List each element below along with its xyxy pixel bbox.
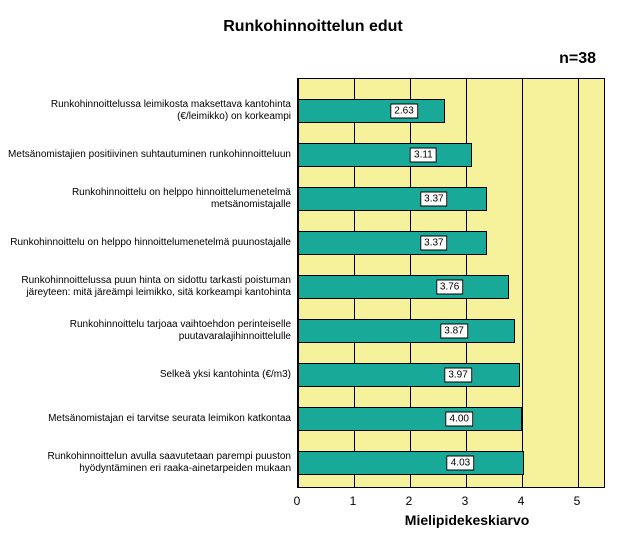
category-label: Runkohinnoittelu tarjoaa vaihtoehdon per… xyxy=(6,319,291,342)
bar xyxy=(298,319,515,343)
bar-value-label: 3.76 xyxy=(436,280,463,295)
bar xyxy=(298,231,487,255)
bar-row: 3.37 xyxy=(298,187,604,211)
bar-value-label: 4.03 xyxy=(447,456,474,471)
category-label: Runkohinnoittelun avulla saavutetaan par… xyxy=(6,451,291,474)
bar-row: 4.00 xyxy=(298,407,604,431)
category-label: Runkohinnoittelu on helppo hinnoittelume… xyxy=(6,237,291,249)
bar-row: 4.03 xyxy=(298,451,604,475)
bar xyxy=(298,99,445,123)
bar-value-label: 2.63 xyxy=(390,104,417,119)
x-tick-label: 2 xyxy=(406,494,413,508)
bar-row: 3.87 xyxy=(298,319,604,343)
x-tick-label: 1 xyxy=(350,494,357,508)
x-tick-label: 3 xyxy=(462,494,469,508)
bar-value-label: 3.87 xyxy=(440,324,467,339)
x-tick-label: 0 xyxy=(294,494,301,508)
bar xyxy=(298,275,509,299)
bar xyxy=(298,187,487,211)
bar-row: 3.37 xyxy=(298,231,604,255)
bar-value-label: 3.97 xyxy=(444,368,471,383)
category-label: Metsänomistajan ei tarvitse seurata leim… xyxy=(6,413,291,425)
bar xyxy=(298,407,522,431)
x-axis-title: Mielipidekeskiarvo xyxy=(405,512,530,528)
bar-value-label: 4.00 xyxy=(446,412,473,427)
bar xyxy=(298,363,520,387)
category-label: Metsänomistajien positiivinen suhtautumi… xyxy=(6,149,291,161)
category-label: Runkohinnoittelussa puun hinta on sidott… xyxy=(6,275,291,298)
bar-value-label: 3.37 xyxy=(420,236,447,251)
bar-row: 3.76 xyxy=(298,275,604,299)
category-label: Selkeä yksi kantohinta (€/m3) xyxy=(6,369,291,381)
category-label: Runkohinnoittelu on helppo hinnoittelume… xyxy=(6,187,291,210)
bar-value-label: 3.11 xyxy=(410,148,437,163)
chart-subtitle: n=38 xyxy=(559,50,596,68)
bar xyxy=(298,451,524,475)
bar-row: 2.63 xyxy=(298,99,604,123)
category-label: Runkohinnoittelussa leimikosta maksettav… xyxy=(6,99,291,122)
bar xyxy=(298,143,472,167)
x-tick-label: 4 xyxy=(518,494,525,508)
bar-value-label: 3.37 xyxy=(420,192,447,207)
plot-area: 2.63 3.11 3.37 3.37 3.76 3.87 3.97 4.00 4.03 xyxy=(297,78,605,488)
chart-container: Runkohinnoittelun edut n=38 2.63 3.11 3.37… xyxy=(0,0,626,541)
bar-row: 3.11 xyxy=(298,143,604,167)
x-tick-label: 5 xyxy=(574,494,581,508)
chart-title: Runkohinnoittelun edut xyxy=(0,18,626,36)
bar-row: 3.97 xyxy=(298,363,604,387)
